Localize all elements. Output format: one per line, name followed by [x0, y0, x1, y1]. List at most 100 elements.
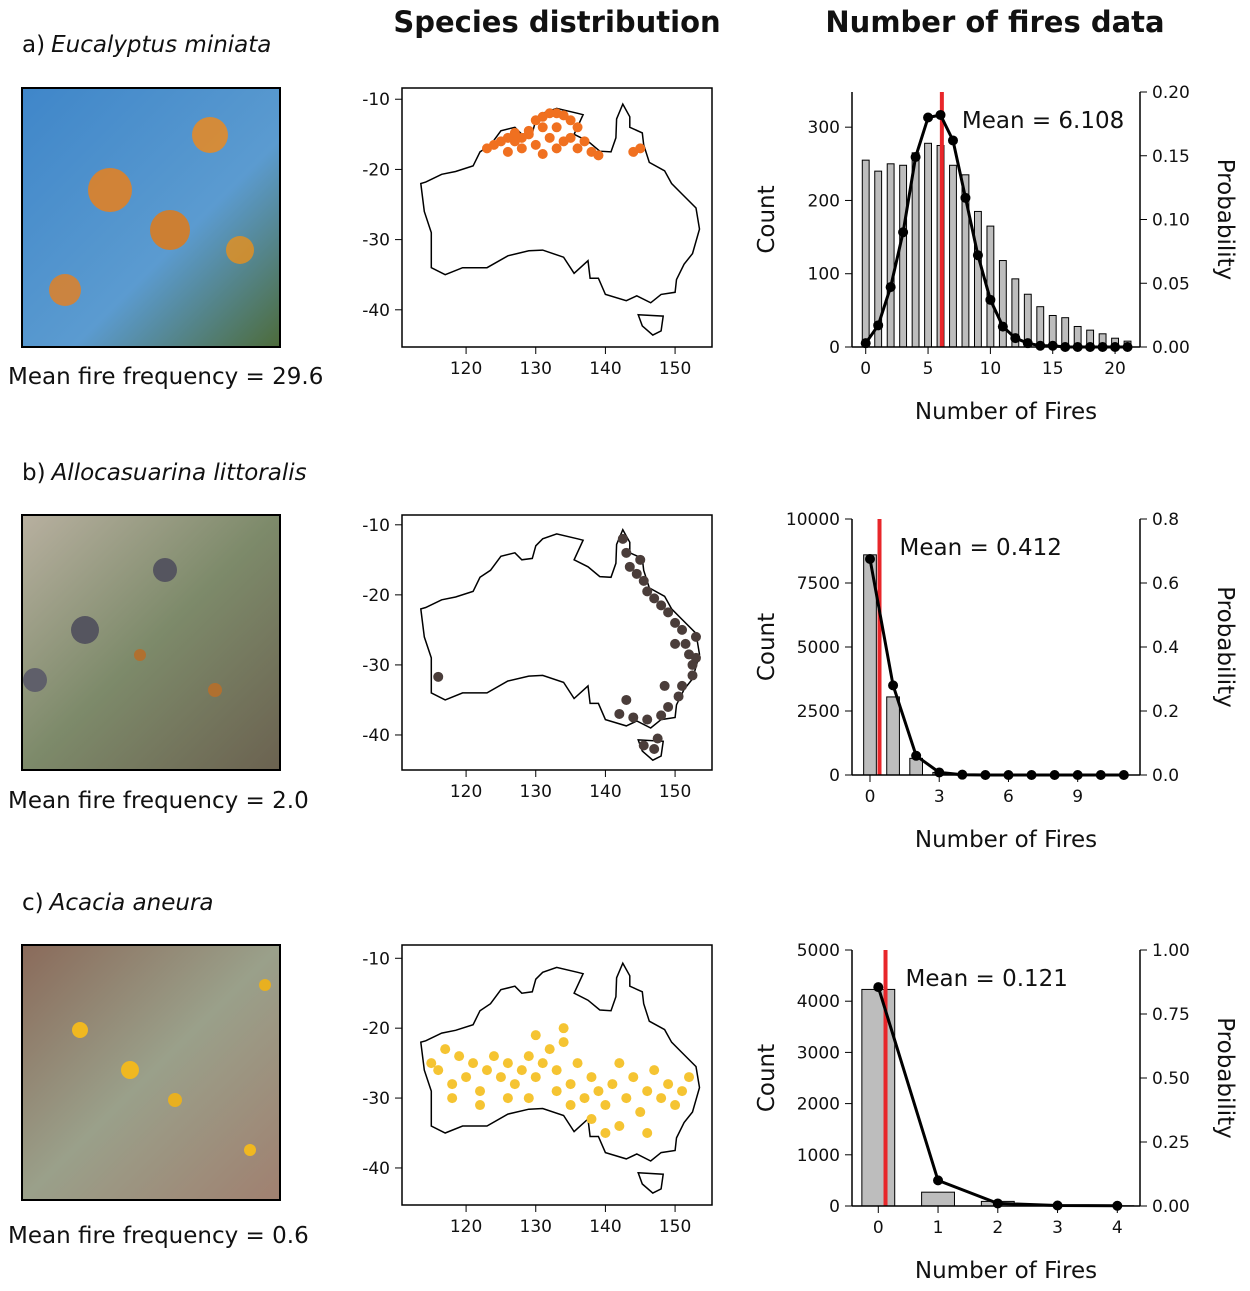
y-tick-label: -20	[362, 160, 390, 180]
y-tick-label: -40	[362, 301, 390, 321]
occurrence-point	[614, 709, 624, 719]
occurrence-point	[524, 126, 534, 136]
occurrence-point	[639, 576, 649, 586]
occurrence-point	[600, 1128, 610, 1138]
occurrence-point	[656, 710, 666, 720]
bar	[999, 261, 1006, 347]
caption: Mean fire frequency = 2.0	[8, 788, 309, 814]
occurrence-point	[475, 1100, 485, 1110]
probability-point	[886, 282, 896, 292]
y2-tick-label: 0.10	[1152, 211, 1190, 231]
probability-line	[870, 559, 1124, 775]
occurrence-point	[691, 632, 701, 642]
x-tick-label: 120	[450, 1217, 482, 1237]
bar	[887, 164, 894, 347]
y2-tick-label: 0.2	[1152, 702, 1179, 722]
y-axis-title: Count	[754, 1044, 780, 1112]
y-tick-label: 0	[829, 766, 840, 786]
y-tick-label: -30	[362, 1089, 390, 1109]
x-tick-label: 10	[980, 359, 1002, 379]
occurrence-point	[503, 147, 513, 157]
occurrence-point	[681, 639, 691, 649]
bar	[910, 758, 923, 775]
y2-tick-label: 0.75	[1152, 1005, 1190, 1025]
x-tick-label: 120	[450, 359, 482, 379]
probability-point	[998, 322, 1008, 332]
probability-point	[923, 113, 933, 123]
occurrence-point	[433, 1065, 443, 1075]
panel-label: b)Allocasuarina littoralis	[22, 460, 307, 486]
occurrence-point	[489, 1051, 499, 1061]
y-tick-label: -10	[362, 949, 390, 969]
x-tick-label: 150	[659, 359, 691, 379]
occurrence-point	[559, 1037, 569, 1047]
occurrence-point	[586, 1114, 596, 1124]
y-tick-label: 10000	[786, 510, 840, 530]
x-tick-label: 140	[589, 1217, 621, 1237]
bar	[922, 1192, 955, 1206]
occurrence-point	[607, 1079, 617, 1089]
x-tick-label: 130	[520, 782, 552, 802]
bar	[925, 143, 932, 347]
x-tick-label: 3	[1052, 1218, 1063, 1238]
y2-tick-label: 0.6	[1152, 574, 1179, 594]
x-axis-title: Number of Fires	[915, 399, 1097, 425]
y-tick-label: 5000	[797, 941, 840, 961]
occurrence-point	[461, 1072, 471, 1082]
y-axis-title: Count	[754, 185, 780, 253]
occurrence-point	[656, 1093, 666, 1103]
occurrence-point	[482, 1065, 492, 1075]
occurrence-point	[573, 1058, 583, 1068]
occurrence-point	[649, 1065, 659, 1075]
occurrence-point	[642, 1128, 652, 1138]
occurrence-point	[440, 1044, 450, 1054]
occurrence-point	[531, 1030, 541, 1040]
caption: Mean fire frequency = 0.6	[8, 1223, 309, 1249]
occurrence-point	[545, 133, 555, 143]
x-tick-label: 3	[934, 787, 945, 807]
occurrence-point	[677, 1086, 687, 1096]
occurrence-point	[642, 1086, 652, 1096]
occurrence-point	[670, 639, 680, 649]
y-tick-label: 2000	[797, 1095, 840, 1115]
y-tick-label: -20	[362, 586, 390, 606]
y-tick-label: 5000	[797, 638, 840, 658]
occurrence-point	[621, 695, 631, 705]
occurrence-point	[475, 1086, 485, 1096]
x-tick-label: 15	[1042, 359, 1064, 379]
occurrence-point	[614, 1058, 624, 1068]
occurrence-point	[545, 1044, 555, 1054]
x-tick-label: 150	[659, 1217, 691, 1237]
y2-axis-title: Probability	[1212, 1017, 1238, 1139]
occurrence-point	[653, 733, 663, 743]
x-tick-label: 120	[450, 782, 482, 802]
y2-tick-label: 0.05	[1152, 274, 1190, 294]
y-tick-label: -10	[362, 90, 390, 110]
occurrence-point	[674, 691, 684, 701]
y-tick-label: 200	[808, 191, 840, 211]
probability-point	[1010, 333, 1020, 343]
occurrence-point	[580, 1093, 590, 1103]
bar	[912, 153, 919, 347]
y2-tick-label: 0.00	[1152, 338, 1190, 358]
x-tick-label: 2	[992, 1218, 1003, 1238]
occurrence-point	[552, 143, 562, 153]
column-header: Species distribution	[393, 5, 720, 39]
x-tick-label: 130	[520, 359, 552, 379]
y2-tick-label: 0.20	[1152, 83, 1190, 103]
occurrence-point	[593, 150, 603, 160]
species-name: Eucalyptus miniata	[51, 32, 271, 58]
figure: Species distribution Number of fires dat…	[0, 0, 1250, 1287]
x-tick-label: 20	[1104, 359, 1126, 379]
occurrence-point	[687, 670, 697, 680]
occurrence-point	[600, 1100, 610, 1110]
occurrence-point	[649, 744, 659, 754]
occurrence-point	[593, 1086, 603, 1096]
occurrence-point	[552, 1065, 562, 1075]
y2-tick-label: 0.0	[1152, 766, 1179, 786]
probability-point	[911, 751, 921, 761]
coastline	[638, 1173, 663, 1193]
occurrence-point	[468, 1058, 478, 1068]
occurrence-point	[677, 681, 687, 691]
occurrence-point	[614, 1121, 624, 1131]
